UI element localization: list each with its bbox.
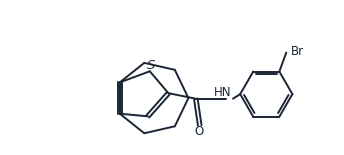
Text: Br: Br [291,45,304,58]
Text: HN: HN [214,86,231,99]
Text: S: S [147,59,155,72]
Text: O: O [195,126,204,138]
